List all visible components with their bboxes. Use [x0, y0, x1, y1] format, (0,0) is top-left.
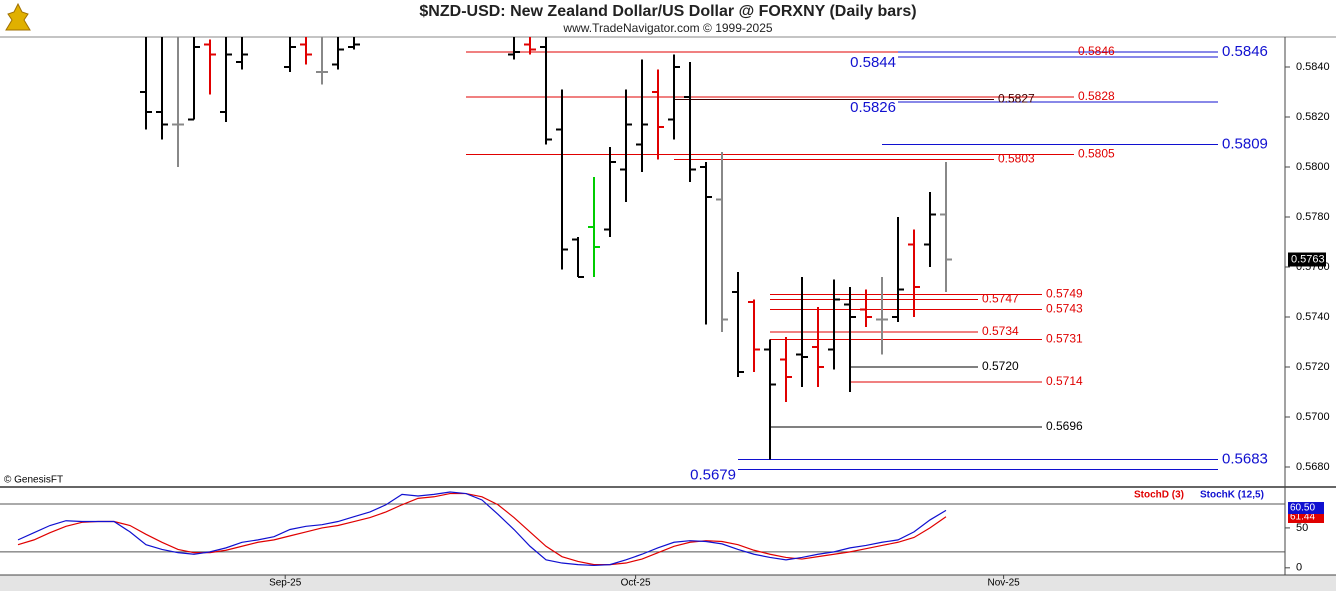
x-tick-label: Oct-25 [621, 578, 651, 589]
last-value-label: 61.44 [1290, 512, 1315, 523]
level-label: 0.5731 [1046, 332, 1083, 346]
price-panel [140, 37, 1218, 470]
last-price-box [1288, 252, 1326, 267]
x-tick-label: Sep-25 [269, 578, 302, 589]
level-label: 0.5846 [1222, 43, 1268, 60]
level-label: 0.5805 [1078, 147, 1115, 161]
level-label: 0.5828 [1078, 89, 1115, 103]
level-label: 0.5734 [982, 324, 1019, 338]
y-tick-label: 0 [1296, 562, 1302, 574]
legend-entry: StochK (12,5) [1200, 490, 1264, 501]
y-tick-label: 0.5800 [1296, 161, 1330, 173]
level-label: 0.5827 [998, 92, 1035, 106]
chart-title: $NZD-USD: New Zealand Dollar/US Dollar @… [419, 3, 916, 20]
date-band [0, 575, 1336, 591]
level-label: 0.5809 [1222, 135, 1268, 152]
y-tick-label: 0.5820 [1296, 111, 1330, 123]
level-label: 0.5846 [1078, 44, 1115, 58]
y-tick-label: 0.5840 [1296, 61, 1330, 73]
last-value-box [1288, 502, 1324, 514]
y-tick-label: 0.5680 [1296, 461, 1330, 473]
legend-entry: StochD (3) [1134, 490, 1184, 501]
y-tick-label: 0.5720 [1296, 361, 1330, 373]
level-label: 0.5826 [850, 99, 896, 116]
level-label: 0.5803 [998, 152, 1035, 166]
level-label: 0.5749 [1046, 287, 1083, 301]
level-label: 0.5714 [1046, 374, 1083, 388]
chart-subtitle: www.TradeNavigator.com © 1999-2025 [562, 21, 772, 35]
y-tick-label: 0.5780 [1296, 211, 1330, 223]
level-label: 0.5696 [1046, 419, 1083, 433]
level-label: 0.5720 [982, 359, 1019, 373]
level-label: 0.5683 [1222, 450, 1268, 467]
y-tick-label: 50 [1296, 522, 1308, 534]
last-price-label: 0.5763 [1291, 253, 1325, 265]
copyright-note: © GenesisFT [4, 475, 63, 486]
stoch-line [17, 491, 947, 567]
level-label: 0.5743 [1046, 302, 1083, 316]
level-label: 0.5844 [850, 54, 896, 71]
y-tick-label: 0.5740 [1296, 311, 1330, 323]
stoch-line [17, 492, 947, 566]
last-value-label: 60.50 [1290, 503, 1315, 514]
level-label: 0.5679 [690, 466, 736, 483]
logo [5, 2, 31, 31]
level-label: 0.5747 [982, 292, 1019, 306]
y-tick-label: 0.5700 [1296, 411, 1330, 423]
x-tick-label: Nov-25 [987, 578, 1020, 589]
